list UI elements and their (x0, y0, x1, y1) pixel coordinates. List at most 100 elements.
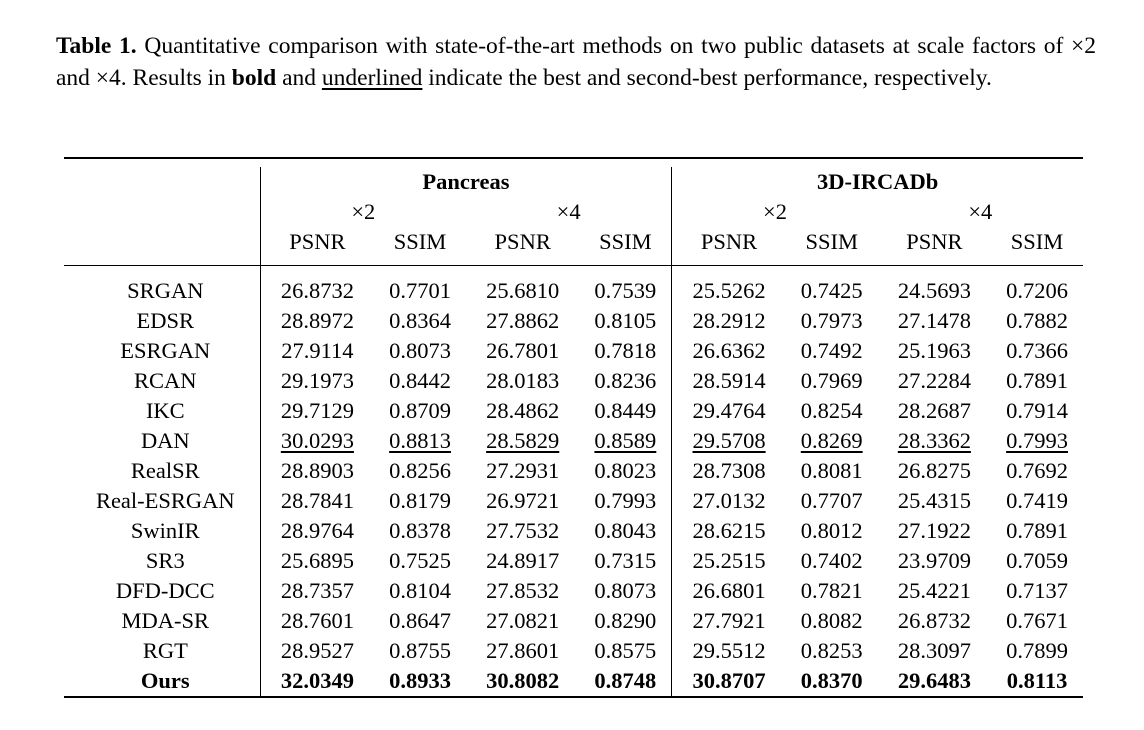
scale-header-row: ×2 ×4 ×2 ×4 (64, 197, 1083, 227)
cell-value: 0.7969 (800, 368, 863, 393)
metric-header: SSIM (393, 229, 447, 254)
ssim-cell: 0.8813 (374, 426, 466, 456)
caption-underlined-word: underlined (321, 65, 423, 91)
cell-value: 28.0183 (486, 368, 560, 393)
cell-value: 27.1478 (897, 308, 971, 333)
psnr-cell: 28.7357 (259, 576, 375, 606)
cell-value: 26.8732 (897, 608, 971, 633)
cell-value: 30.0293 (280, 428, 354, 453)
psnr-cell: 30.8082 (465, 666, 580, 698)
ssim-cell: 0.7492 (786, 336, 878, 366)
psnr-cell: 24.5693 (878, 276, 991, 306)
psnr-cell: 26.7801 (466, 336, 579, 366)
ssim-cell: 0.8113 (991, 666, 1083, 698)
psnr-cell: 23.9709 (878, 546, 991, 576)
cell-value: 27.2931 (486, 458, 560, 483)
method-name: SRGAN (127, 278, 204, 303)
psnr-cell: 32.0349 (259, 666, 375, 698)
table-row: SR3 25.6895 0.7525 24.8917 0.7315 25.2515 0.74… (64, 546, 1083, 576)
ssim-cell: 0.7993 (991, 426, 1083, 456)
psnr-cell: 29.5512 (671, 636, 786, 666)
cell-value: 0.8254 (800, 398, 863, 423)
cell-value: 27.8862 (486, 308, 560, 333)
cell-value: 28.5829 (486, 428, 560, 453)
cell-value: 27.9114 (281, 338, 354, 363)
cell-value: 27.7921 (692, 608, 766, 633)
scale-header: ×2 (259, 197, 466, 227)
ssim-cell: 0.8082 (786, 606, 878, 636)
cell-value: 28.8972 (280, 308, 354, 333)
ssim-cell: 0.7419 (991, 486, 1083, 516)
psnr-cell: 28.8903 (259, 456, 375, 486)
psnr-cell: 28.9527 (259, 636, 375, 666)
cell-value: 0.7206 (1006, 278, 1068, 303)
cell-value: 27.8601 (486, 638, 560, 663)
dataset-header-row: Pancreas 3D-IRCADb (64, 167, 1083, 197)
cell-value: 0.8081 (800, 458, 863, 483)
cell-value: 28.3362 (897, 428, 971, 453)
cell-value: 27.0821 (486, 608, 560, 633)
cell-value: 0.8442 (389, 368, 451, 393)
cell-value: 28.3097 (897, 638, 971, 663)
method-name: EDSR (136, 308, 195, 333)
method-name: DFD-DCC (115, 578, 215, 603)
cell-value: 0.8073 (389, 338, 451, 363)
ssim-cell: 0.7692 (991, 456, 1083, 486)
cell-value: 0.8104 (389, 578, 451, 603)
method-name: ESRGAN (120, 338, 211, 363)
psnr-cell: 26.6362 (671, 336, 786, 366)
psnr-cell: 28.2912 (671, 306, 786, 336)
cell-value: 26.6362 (692, 338, 766, 363)
ssim-cell: 0.8253 (786, 636, 878, 666)
method-name: DAN (140, 428, 190, 453)
cell-value: 0.7882 (1006, 308, 1068, 333)
table-row: DFD-DCC 28.7357 0.8104 27.8532 0.8073 26.6801… (64, 576, 1083, 606)
ssim-cell: 0.8256 (374, 456, 466, 486)
cell-value: 0.8113 (1006, 668, 1068, 693)
cell-value: 0.8647 (389, 608, 451, 633)
table-row: Real-ESRGAN 28.7841 0.8179 26.9721 0.7993 27.… (64, 486, 1083, 516)
cell-value: 25.4221 (897, 578, 971, 603)
cell-value: 0.8449 (594, 398, 657, 423)
psnr-cell: 25.1963 (878, 336, 991, 366)
ssim-cell: 0.8378 (374, 516, 466, 546)
psnr-cell: 26.6801 (671, 576, 786, 606)
psnr-cell: 27.9114 (259, 336, 375, 366)
cell-value: 0.7692 (1006, 458, 1068, 483)
ssim-cell: 0.7969 (786, 366, 878, 396)
cell-value: 0.8023 (594, 458, 657, 483)
method-name: Ours (64, 666, 261, 698)
cell-value: 0.7993 (594, 488, 657, 513)
psnr-cell: 28.2687 (878, 396, 991, 426)
method-name: IKC (145, 398, 185, 423)
cell-value: 28.5914 (692, 368, 766, 393)
cell-value: 0.8105 (594, 308, 657, 333)
ssim-cell: 0.8364 (374, 306, 466, 336)
cell-value: 25.2515 (692, 548, 766, 573)
cell-value: 30.8082 (486, 668, 560, 693)
cell-value: 0.8082 (800, 608, 863, 633)
psnr-cell: 25.2515 (671, 546, 786, 576)
cell-value: 28.7308 (692, 458, 766, 483)
psnr-cell: 28.6215 (671, 516, 786, 546)
table-row: Ours 32.0349 0.8933 30.8082 0.8748 30.8707 0.8… (64, 666, 1083, 698)
table-row: MDA-SR 28.7601 0.8647 27.0821 0.8290 27.7921 0… (64, 606, 1083, 636)
cell-value: 32.0349 (280, 668, 354, 693)
table-row: DAN 30.0293 0.8813 28.5829 0.8589 29.5708 0.82… (64, 426, 1083, 456)
cell-value: 0.7419 (1006, 488, 1068, 513)
cell-value: 28.6215 (692, 518, 766, 543)
cell-value: 28.4862 (486, 398, 560, 423)
cell-value: 0.8709 (389, 398, 451, 423)
ssim-cell: 0.8179 (374, 486, 466, 516)
table-caption: Table 1. Quantitative comparison with st… (56, 30, 1096, 94)
ssim-cell: 0.8104 (374, 576, 466, 606)
cell-value: 0.7891 (1006, 518, 1068, 543)
method-name: SR3 (145, 548, 185, 573)
psnr-cell: 27.2931 (466, 456, 579, 486)
method-name: SwinIR (130, 518, 200, 543)
ssim-cell: 0.7425 (786, 276, 878, 306)
cell-value: 0.7492 (800, 338, 863, 363)
table-body: SRGAN 26.8732 0.7701 25.6810 0.7539 25.5262 0.… (64, 265, 1083, 698)
method-name: RGT (142, 638, 188, 663)
psnr-cell: 25.6895 (259, 546, 375, 576)
